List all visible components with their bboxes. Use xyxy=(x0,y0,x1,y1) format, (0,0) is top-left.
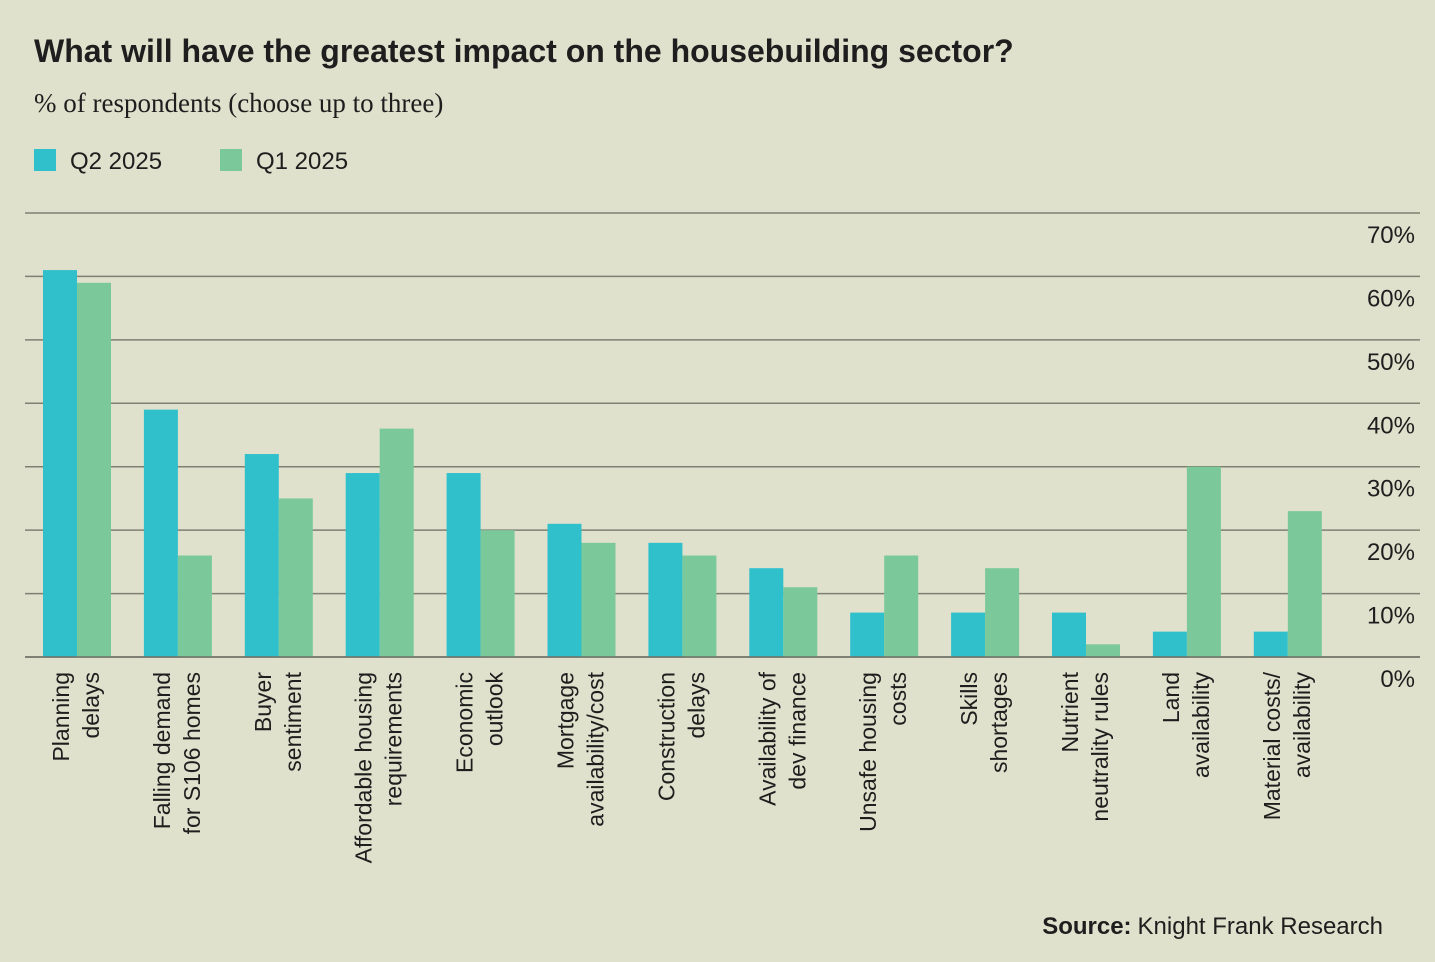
x-tick-label: neutrality rules xyxy=(1087,672,1113,822)
bar xyxy=(884,555,919,657)
x-tick-label: outlook xyxy=(482,672,508,747)
x-tick-label: Land xyxy=(1158,672,1184,723)
y-tick-label: 50% xyxy=(1367,349,1415,376)
bar xyxy=(850,612,885,657)
bar xyxy=(648,542,683,657)
x-tick-label: Economic xyxy=(452,672,478,773)
x-tick-label: availability/cost xyxy=(583,671,609,826)
y-tick-label: 70% xyxy=(1367,222,1415,249)
bar xyxy=(985,568,1020,657)
bar xyxy=(143,409,178,657)
source: Source: Knight Frank Research xyxy=(1042,913,1383,940)
source-text: Knight Frank Research xyxy=(1138,913,1383,940)
bar xyxy=(749,568,784,657)
source-label: Source: xyxy=(1042,913,1131,940)
x-tick-label: Skills xyxy=(956,672,982,726)
bar xyxy=(480,530,515,657)
bar xyxy=(1287,511,1322,657)
bar xyxy=(682,555,717,657)
bar xyxy=(379,428,414,657)
x-tick-label: Nutrient xyxy=(1057,671,1083,752)
x-tick-label: requirements xyxy=(381,672,407,806)
bar xyxy=(1152,631,1187,657)
x-tick-label: shortages xyxy=(986,672,1012,773)
x-tick-label: Mortgage xyxy=(553,672,579,769)
x-tick-label: delays xyxy=(78,672,104,738)
x-tick-label: availability xyxy=(1188,672,1214,779)
y-tick-label: 0% xyxy=(1380,666,1415,693)
x-tick-label: Unsafe housing xyxy=(855,672,881,832)
bar xyxy=(1253,631,1288,657)
x-tick-label: for S106 homes xyxy=(179,672,205,834)
x-tick-label: delays xyxy=(683,672,709,738)
bar xyxy=(345,473,380,657)
bar xyxy=(581,542,616,657)
bar xyxy=(278,498,313,657)
y-tick-label: 40% xyxy=(1367,412,1415,439)
chart-subtitle: % of respondents (choose up to three) xyxy=(34,88,443,118)
bar xyxy=(783,587,818,657)
x-tick-label: Availability of xyxy=(754,671,780,805)
bar xyxy=(1086,644,1120,657)
y-tick-label: 30% xyxy=(1367,476,1415,503)
y-tick-label: 10% xyxy=(1367,603,1415,630)
legend-swatch xyxy=(34,149,56,171)
bar xyxy=(77,282,111,657)
x-tick-label: Material costs/ xyxy=(1259,671,1285,820)
x-tick-label: sentiment xyxy=(280,671,306,771)
x-tick-label: Falling demand xyxy=(149,672,175,829)
bar xyxy=(446,473,481,657)
x-tick-label: Buyer xyxy=(250,672,276,732)
bar xyxy=(951,612,986,657)
y-tick-label: 20% xyxy=(1367,539,1415,566)
x-tick-label: availability xyxy=(1289,672,1315,779)
bar xyxy=(177,555,212,657)
chart-title: What will have the greatest impact on th… xyxy=(34,33,1014,69)
legend-label: Q2 2025 xyxy=(70,148,162,175)
legend-swatch xyxy=(220,149,242,171)
bar xyxy=(1186,466,1221,657)
x-tick-label: Planning xyxy=(48,672,74,762)
x-tick-label: Affordable housing xyxy=(351,672,377,863)
bar xyxy=(244,454,279,657)
y-tick-label: 60% xyxy=(1367,285,1415,312)
bar xyxy=(43,270,77,657)
legend-label: Q1 2025 xyxy=(256,148,348,175)
bar xyxy=(547,523,582,657)
bar xyxy=(1052,612,1086,657)
x-tick-label: Construction xyxy=(653,672,679,801)
x-tick-label: dev finance xyxy=(784,672,810,790)
x-tick-label: costs xyxy=(885,672,911,726)
